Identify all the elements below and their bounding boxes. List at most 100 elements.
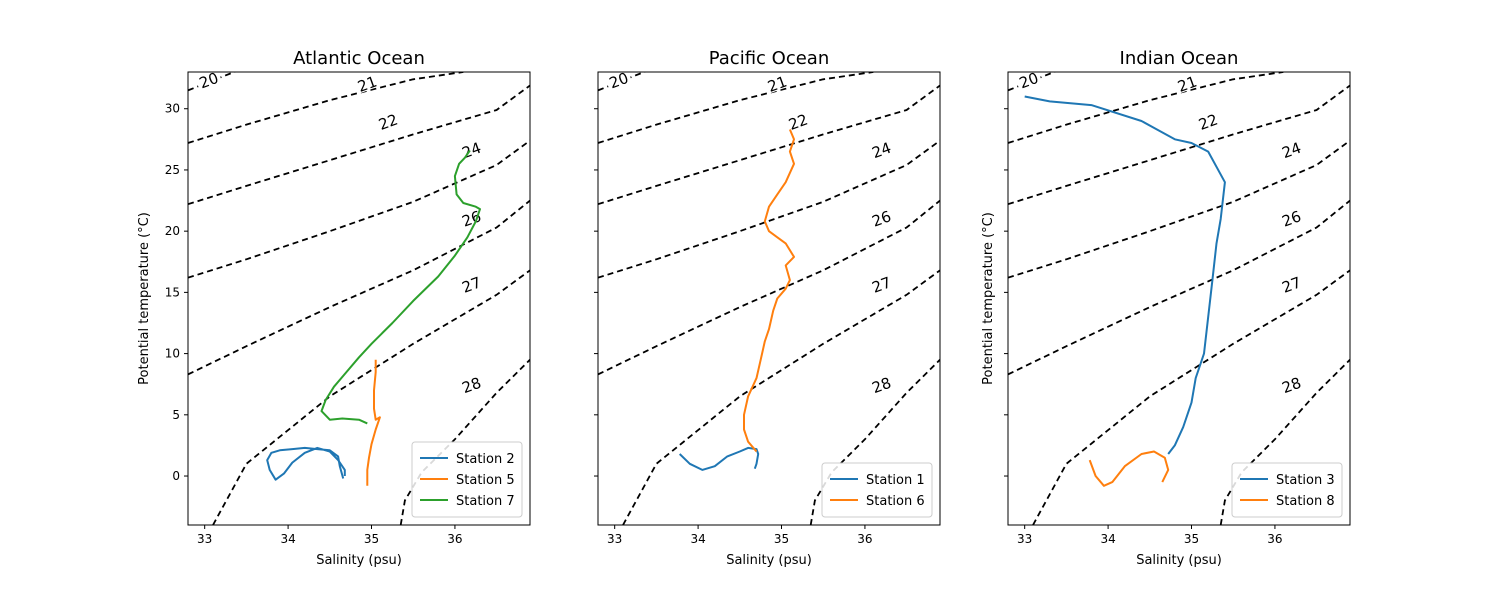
legend-label: Station 5 (456, 473, 515, 488)
legend: Station 1 Station 6 (821, 462, 933, 518)
y-tick-label: 0 (172, 469, 180, 483)
y-tick-label: 20 (165, 224, 180, 238)
sigma-contour-28 (809, 359, 940, 525)
sigma-contour-26 (188, 199, 530, 376)
contour-label: 27 (460, 273, 484, 296)
sigma-contour-21 (188, 72, 464, 144)
x-tick-label: 36 (1267, 532, 1282, 546)
contour-label: 21 (355, 72, 379, 95)
contour-label-bg (762, 72, 791, 94)
contour-label-group: 22 (1193, 107, 1222, 134)
contour-label: 20 (1017, 69, 1041, 92)
plot-frame (597, 71, 941, 526)
sigma-contour-24 (1008, 139, 1350, 279)
contour-label-group: 21 (762, 72, 791, 96)
legend-box (1231, 462, 1343, 518)
y-tick-label: 25 (165, 163, 180, 177)
y-tick-label: 5 (172, 408, 180, 422)
contour-label: 24 (1280, 139, 1304, 162)
sigma-contour-21 (598, 72, 874, 144)
x-tick-label: 35 (364, 532, 379, 546)
series-line-station-3 (1024, 95, 1226, 455)
contour-label-bg (1276, 135, 1305, 161)
sigma-contour-26 (1008, 199, 1350, 376)
series-line-station-2 (266, 446, 346, 481)
contour-label-group: 27 (456, 270, 485, 297)
contour-label-bg (866, 135, 895, 161)
series-group (1024, 95, 1226, 487)
contour-label-group: 24 (456, 135, 485, 162)
contour-label-group: 22 (373, 107, 402, 134)
x-tick-label: 33 (1017, 532, 1032, 546)
contour-label-bg (1276, 270, 1305, 295)
x-tick-label: 36 (857, 532, 872, 546)
contour-label: 26 (870, 207, 894, 230)
contour-label-group: 28 (866, 370, 895, 397)
series-group (266, 149, 481, 486)
contour-label-bg (866, 270, 895, 295)
contour-label-group: 26 (1276, 204, 1305, 231)
legend-label: Station 1 (866, 473, 925, 488)
y-tick-label: 30 (165, 102, 180, 116)
sigma-contour-24 (188, 139, 530, 279)
legend-label: Station 8 (1276, 494, 1335, 509)
sigma-contour-24 (598, 139, 940, 279)
y-tick-label: 15 (165, 285, 180, 299)
contour-label: 28 (1280, 374, 1304, 397)
sigma-contour-22 (188, 84, 530, 206)
contour-label-bg (456, 204, 485, 229)
series-line-station-1 (679, 446, 760, 471)
sigma-contour-22 (598, 84, 940, 206)
contour-label-bg (456, 135, 485, 161)
contour-label-group: 27 (866, 270, 895, 297)
contour-label: 22 (376, 110, 400, 133)
contour-label-group: 22 (783, 107, 812, 134)
contour-label-group: 27 (1276, 270, 1305, 297)
x-tick-label: 34 (690, 532, 705, 546)
plot-frame (187, 71, 531, 526)
series-line-station-6 (743, 129, 795, 453)
legend-label: Station 2 (456, 452, 515, 467)
sigma-contours: 20 21 22 24 26 27 28 (1008, 69, 1350, 525)
panel-2: Pacific Ocean 20 21 22 24 26 27 28 33 34 35 36 Salin… (594, 48, 941, 568)
contour-label-bg (1276, 204, 1305, 229)
x-axis-label: Salinity (psu) (316, 553, 402, 568)
legend-box (821, 462, 933, 518)
contour-label: 21 (765, 72, 789, 95)
contour-label-group: 24 (866, 135, 895, 162)
contour-label-bg (373, 107, 402, 132)
contour-label-bg (352, 72, 381, 94)
sigma-contour-26 (598, 199, 940, 376)
contour-label-bg (456, 270, 485, 295)
legend-label: Station 6 (866, 494, 925, 509)
legend-label: Station 3 (1276, 473, 1335, 488)
panel-title: Pacific Ocean (709, 48, 830, 69)
contour-label-group: 24 (1276, 135, 1305, 162)
contour-label: 28 (870, 374, 894, 397)
y-tick-label: 10 (165, 347, 180, 361)
sigma-contour-21 (1008, 72, 1284, 144)
x-tick-label: 35 (774, 532, 789, 546)
contour-label-group: 21 (352, 72, 381, 96)
contour-label-bg (1276, 370, 1305, 396)
contour-label-bg (1193, 107, 1222, 132)
panel-title: Indian Ocean (1120, 48, 1239, 69)
legend-label: Station 7 (456, 494, 515, 509)
contour-label-group: 28 (1276, 370, 1305, 397)
x-tick-label: 36 (447, 532, 462, 546)
legend: Station 2 Station 5 Station 7 (411, 441, 523, 518)
x-tick-label: 35 (1184, 532, 1199, 546)
x-tick-label: 34 (1100, 532, 1115, 546)
contour-label: 28 (460, 374, 484, 397)
legend: Station 3 Station 8 (1231, 462, 1343, 518)
x-tick-label: 34 (280, 532, 295, 546)
contour-label: 22 (1196, 110, 1220, 133)
contour-label-group: 21 (1172, 72, 1201, 96)
contour-label: 22 (786, 110, 810, 133)
x-tick-label: 33 (607, 532, 622, 546)
contour-label-group: 28 (456, 370, 485, 397)
sigma-contour-28 (1219, 359, 1350, 525)
